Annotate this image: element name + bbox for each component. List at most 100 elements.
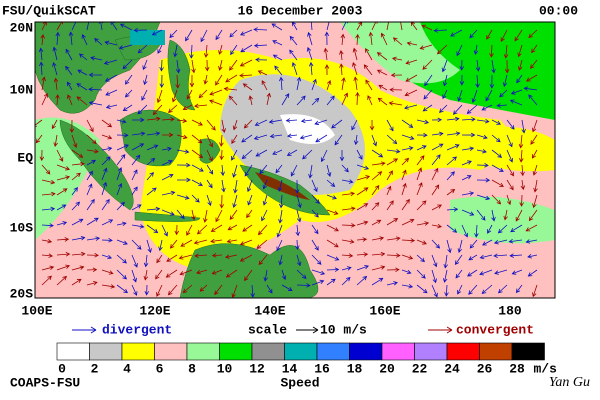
- wind-arrow: [416, 132, 428, 138]
- wind-arrow: [457, 239, 463, 254]
- wind-arrow: [194, 103, 208, 109]
- wind-arrow: [315, 134, 328, 143]
- wind-arrow: [401, 134, 415, 140]
- wind-arrow: [53, 77, 59, 91]
- wind-arrow: [391, 56, 403, 62]
- wind-arrow: [35, 119, 43, 127]
- wind-arrow: [356, 220, 369, 226]
- wind-arrow: [406, 41, 418, 46]
- wind-arrow: [307, 31, 313, 46]
- wind-arrow: [169, 239, 178, 249]
- wind-arrow: [250, 284, 255, 298]
- time: 00:00: [539, 3, 578, 18]
- wind-arrow: [296, 283, 311, 288]
- wind-arrow: [500, 29, 508, 42]
- wind-arrow: [326, 179, 336, 187]
- wind-arrow: [520, 164, 525, 177]
- colorbar-swatch: [381, 342, 415, 361]
- wind-arrow: [86, 119, 94, 133]
- wind-arrow: [368, 31, 374, 46]
- wind-arrow: [509, 99, 523, 106]
- wind-arrow: [86, 236, 101, 241]
- wind-arrow: [103, 59, 118, 65]
- wind-arrow: [41, 238, 53, 244]
- wind-arrow: [219, 134, 224, 147]
- wind-arrow: [493, 253, 508, 258]
- wind-arrow: [468, 284, 478, 295]
- wind-arrow: [165, 269, 178, 278]
- wind-arrow: [78, 53, 88, 61]
- wind-arrow: [479, 269, 493, 276]
- wind-arrow: [229, 209, 238, 221]
- wind-arrow: [146, 172, 154, 181]
- wind-arrow: [174, 224, 180, 236]
- wind-arrow: [515, 284, 523, 294]
- wind-arrow: [206, 164, 214, 175]
- wind-arrow: [386, 281, 398, 286]
- convergent-label: convergent: [456, 322, 534, 337]
- wind-arrow: [131, 131, 146, 136]
- wind-arrow: [287, 133, 298, 138]
- wind-arrow: [416, 119, 430, 125]
- wind-arrow: [206, 149, 213, 162]
- wind-arrow: [439, 104, 448, 113]
- map-frame: [34, 21, 556, 299]
- lat-label: 20S: [10, 286, 34, 301]
- wind-arrow: [353, 76, 358, 91]
- wind-arrow: [386, 119, 394, 132]
- wind-arrow: [401, 269, 412, 275]
- wind-arrow: [276, 224, 283, 238]
- wind-arrow: [142, 59, 148, 71]
- wind-arrow: [341, 253, 354, 258]
- wind-arrow: [65, 65, 73, 76]
- wind-arrow: [76, 96, 88, 106]
- wind-arrow: [365, 79, 373, 91]
- wind-arrow: [261, 209, 268, 222]
- wind-arrow: [81, 34, 88, 46]
- wind-arrow: [206, 134, 213, 148]
- convergent-arrow-head: [446, 326, 453, 334]
- wind-arrow: [144, 284, 150, 296]
- lon-labels: 100E 120E 140E 160E 180: [21, 303, 522, 318]
- wind-arrow: [356, 22, 363, 31]
- wind-arrow: [157, 44, 163, 54]
- wind-arrow: [386, 236, 401, 241]
- wind-arrow: [116, 284, 128, 294]
- wind-arrow: [457, 89, 463, 102]
- wind-arrow: [401, 198, 410, 211]
- wind-arrow: [433, 28, 448, 33]
- wind-arrow: [116, 254, 127, 264]
- colorbar-tick-label: 16: [314, 361, 330, 376]
- wind-arrow: [489, 44, 494, 58]
- wind-arrow: [275, 164, 283, 174]
- wind-arrow: [193, 239, 208, 245]
- wind-arrow: [146, 224, 159, 234]
- wind-arrow: [466, 104, 478, 114]
- wind-arrow: [416, 239, 427, 245]
- wind-arrow: [146, 187, 157, 196]
- wind-arrow: [281, 269, 287, 281]
- wind-arrow: [502, 74, 508, 87]
- wind-arrow: [41, 223, 54, 228]
- wind-arrow: [67, 94, 73, 106]
- lat-label: 10N: [10, 82, 33, 97]
- wind-arrow: [248, 95, 253, 106]
- wind-arrow: [474, 224, 479, 238]
- wind-arrow: [240, 44, 253, 53]
- wind-arrow: [355, 33, 360, 46]
- wind-arrow: [218, 59, 223, 71]
- wind-arrow: [530, 134, 538, 145]
- wind-arrow: [527, 269, 538, 277]
- wind-arrow: [56, 252, 71, 257]
- wind-arrow: [356, 149, 363, 160]
- wind-arrow: [326, 254, 340, 261]
- wind-arrow: [416, 200, 427, 211]
- wind-arrow: [101, 134, 113, 140]
- colorbar-swatch: [219, 342, 253, 361]
- wind-arrow: [519, 194, 524, 207]
- wind-arrow: [41, 22, 47, 31]
- wind-arrow: [446, 239, 452, 254]
- wind-arrow: [457, 284, 463, 295]
- wind-arrow: [532, 164, 538, 176]
- wind-arrow: [334, 134, 343, 146]
